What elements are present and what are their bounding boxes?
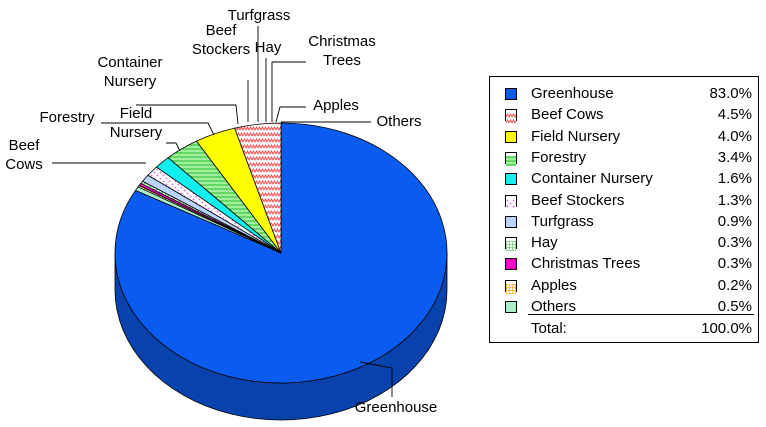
callout-label-beef-stockers: Beef Stockers xyxy=(192,22,250,58)
legend-label: Beef Cows xyxy=(531,106,604,124)
legend-label: Turfgrass xyxy=(531,212,594,230)
legend-label: Container Nursery xyxy=(531,170,653,188)
legend-item-container-nursery: Container Nursery 1.6% xyxy=(490,169,758,190)
pie-slice-beef-cows xyxy=(234,122,282,254)
callout-label-field-nursery: Field Nursery xyxy=(110,105,163,141)
legend: Greenhouse 83.0% Beef Cows 4.5% Field Nurser… xyxy=(489,76,759,343)
callout-label-turfgrass: Turfgrass xyxy=(228,7,291,24)
legend-label: Hay xyxy=(531,234,558,252)
legend-label: Greenhouse xyxy=(531,85,614,102)
legend-value: 0.3% xyxy=(717,255,752,273)
legend-total-rule xyxy=(528,314,754,315)
legend-value: 3.4% xyxy=(717,148,752,166)
callout-labels: Greenhouse Beef Cows Field Nursery Forestry Co… xyxy=(5,7,437,416)
legend-value: 0.5% xyxy=(717,298,752,315)
legend-label: Forestry xyxy=(531,148,587,166)
legend-item-beef-cows: Beef Cows 4.5% xyxy=(490,105,758,126)
legend-label: Others xyxy=(531,298,577,315)
legend-value: 0.9% xyxy=(717,212,752,230)
callout-label-forestry: Forestry xyxy=(39,109,95,126)
legend-label: Field Nursery xyxy=(531,127,621,145)
callout-label-hay: Hay xyxy=(255,39,282,56)
legend-item-turfgrass: Turfgrass 0.9% xyxy=(490,212,758,233)
legend-total-value: 100.0% xyxy=(701,320,752,337)
legend-value: 83.0% xyxy=(709,85,752,102)
legend-item-apples: Apples 0.2% xyxy=(490,276,758,297)
leader-line-christmas-trees xyxy=(271,61,306,122)
pie-top xyxy=(114,122,448,384)
legend-swatch-forestry xyxy=(505,151,517,166)
legend-swatch-hay xyxy=(505,237,517,252)
legend-swatch-field-nursery xyxy=(505,130,517,143)
legend-swatch-container-nursery xyxy=(505,173,517,186)
legend-swatch-apples xyxy=(505,279,517,294)
leader-line-apples xyxy=(275,106,306,123)
legend-value: 0.3% xyxy=(717,234,752,252)
callout-label-others: Others xyxy=(376,113,421,130)
leader-lines xyxy=(52,26,393,397)
callout-label-apples: Apples xyxy=(313,97,359,114)
legend-swatch-turfgrass xyxy=(505,215,517,228)
legend-swatch-greenhouse xyxy=(505,88,517,100)
legend-label: Christmas Trees xyxy=(531,255,641,273)
legend-swatch-beef-cows xyxy=(505,109,517,124)
legend-item-forestry: Forestry 3.4% xyxy=(490,148,758,169)
legend-item-christmas-trees: Christmas Trees 0.3% xyxy=(490,254,758,275)
legend-value: 1.3% xyxy=(717,191,752,209)
legend-item-others: Others 0.5% xyxy=(490,297,758,318)
legend-item-greenhouse: Greenhouse 83.0% xyxy=(490,84,758,105)
callout-label-container-nursery: Container Nursery xyxy=(97,54,162,90)
legend-value: 0.2% xyxy=(717,276,752,294)
leader-line-forestry xyxy=(101,122,215,136)
callout-label-greenhouse: Greenhouse xyxy=(355,399,438,416)
legend-value: 4.5% xyxy=(717,106,752,124)
legend-label: Beef Stockers xyxy=(531,191,625,209)
leader-line-container-nursery xyxy=(136,104,239,125)
legend-item-beef-stockers: Beef Stockers 1.3% xyxy=(490,191,758,212)
callout-label-beef-cows: Beef Cows xyxy=(5,137,43,173)
callout-label-christmas-trees: Christmas Trees xyxy=(308,33,376,69)
leader-line-greenhouse xyxy=(359,361,393,397)
legend-swatch-beef-stockers xyxy=(505,194,517,209)
leader-line-field-nursery xyxy=(166,142,181,152)
legend-label: Apples xyxy=(531,276,577,294)
legend-swatch-others xyxy=(505,301,517,313)
legend-value: 1.6% xyxy=(717,170,752,188)
legend-swatch-christmas-trees xyxy=(505,258,517,271)
legend-item-hay: Hay 0.3% xyxy=(490,233,758,254)
legend-item-field-nursery: Field Nursery 4.0% xyxy=(490,127,758,148)
legend-total-label: Total: xyxy=(531,320,567,337)
legend-value: 4.0% xyxy=(717,127,752,145)
